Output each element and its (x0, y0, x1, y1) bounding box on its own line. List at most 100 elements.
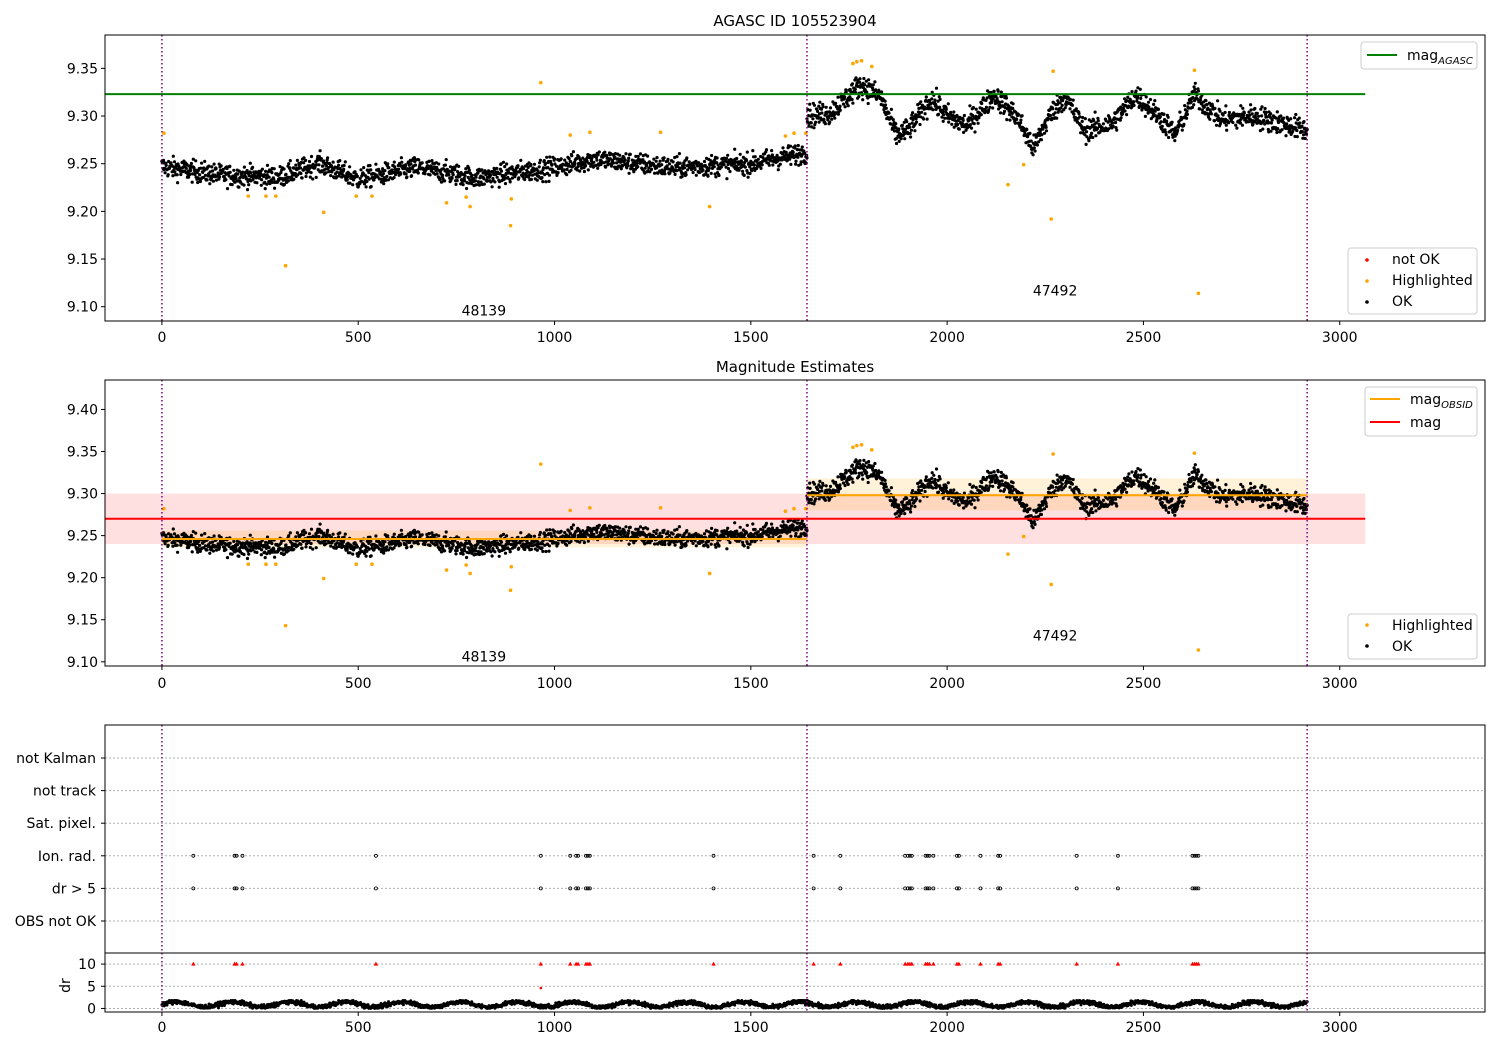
ok-point (1162, 112, 1166, 116)
ok-point (865, 471, 869, 475)
ok-point (1020, 114, 1024, 118)
ok-point (541, 180, 545, 184)
ok-point (571, 523, 576, 527)
ok-point (470, 544, 474, 548)
ok-point (1305, 127, 1309, 132)
ok-point (549, 159, 553, 164)
ok-point (1241, 106, 1245, 110)
ok-point (691, 170, 695, 175)
ok-point (225, 187, 230, 191)
ok-point (658, 159, 662, 163)
ok-point (343, 532, 347, 536)
ok-point (911, 111, 915, 115)
ok-point (409, 162, 413, 166)
ok-point (603, 523, 607, 528)
panel1-frame (104, 34, 1486, 322)
ok-point (1302, 133, 1306, 137)
ok-point (498, 172, 502, 176)
ok-point (191, 157, 195, 161)
ok-point (924, 95, 928, 99)
ok-point (296, 173, 300, 177)
ok-point (996, 89, 1000, 93)
ok-point (746, 545, 750, 550)
ok-point (1154, 114, 1158, 118)
ok-point (897, 503, 901, 507)
ok-point (854, 76, 858, 80)
ok-point (1185, 112, 1189, 116)
ok-point (728, 169, 732, 174)
ok-point (538, 161, 542, 165)
ok-point (725, 547, 729, 551)
ok-point (288, 166, 292, 170)
ok-point (540, 171, 545, 175)
ok-point (1165, 119, 1169, 123)
ok-point (455, 179, 459, 183)
ok-point (1048, 108, 1052, 112)
ok-point (671, 532, 675, 536)
ok-point (437, 534, 441, 538)
ok-point (565, 167, 569, 171)
ok-point (1260, 105, 1264, 109)
ok-point (836, 95, 840, 99)
ok-point (903, 127, 908, 131)
ok-point (771, 163, 775, 167)
ok-point (1037, 140, 1041, 144)
x-tick-label: 2500 (1126, 330, 1162, 346)
ok-point (1208, 117, 1212, 121)
ok-point (930, 97, 934, 101)
ok-point (673, 172, 677, 176)
ok-point (751, 522, 755, 526)
y-tick-label: 9.35 (67, 61, 98, 77)
ok-point (836, 112, 841, 116)
ok-point (324, 167, 328, 171)
ok-point (554, 164, 559, 168)
ok-point (583, 164, 588, 168)
ok-point (396, 171, 400, 175)
ok-point (541, 166, 546, 170)
ok-point (499, 540, 504, 544)
legend-highlighted-label: Highlighted (1392, 273, 1473, 289)
ok-point (287, 162, 291, 166)
ok-point (962, 130, 966, 134)
obsid-label: 48139 (462, 304, 507, 320)
ok-point (846, 104, 850, 108)
ok-point (309, 154, 314, 159)
ok-point (529, 534, 533, 538)
ok-point (627, 542, 631, 546)
ok-point (671, 160, 675, 164)
ok-point (1167, 135, 1171, 140)
ok-point (1092, 119, 1096, 123)
ok-point (1269, 129, 1273, 133)
ok-point (998, 111, 1003, 115)
ok-point (582, 169, 587, 174)
ok-point (309, 541, 313, 546)
ok-point (441, 544, 445, 548)
ok-point (443, 549, 447, 553)
ok-point (1121, 106, 1125, 110)
ok-point (570, 527, 574, 531)
ok-point (319, 529, 323, 533)
ok-point (1258, 129, 1262, 133)
ok-point (851, 480, 855, 484)
ok-point (299, 542, 303, 546)
ok-point (833, 116, 837, 120)
y-tick-label: 9.30 (67, 109, 98, 125)
ok-point (268, 182, 272, 186)
ok-point (767, 163, 771, 167)
ok-point (771, 535, 775, 539)
x-tick-label: 3000 (1322, 330, 1358, 346)
ok-point (812, 103, 817, 107)
ok-point (694, 173, 698, 177)
ok-point (900, 500, 905, 504)
highlighted-point (568, 133, 573, 137)
ok-point (308, 175, 312, 179)
ok-point (1266, 127, 1270, 132)
ok-point (611, 533, 616, 537)
ok-point (329, 544, 333, 548)
ok-point (800, 145, 804, 149)
ok-point (997, 100, 1001, 104)
ok-point (756, 530, 760, 534)
ok-point (404, 543, 408, 547)
ok-point (573, 534, 577, 538)
